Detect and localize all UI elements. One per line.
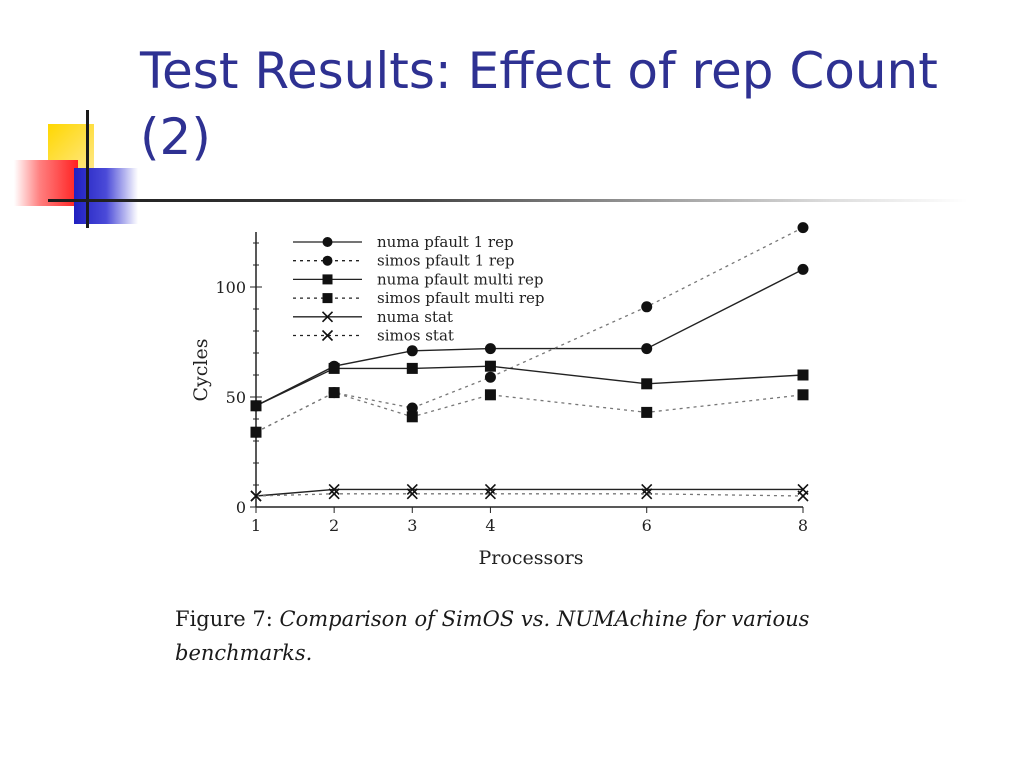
y-axis-label: Cycles — [190, 339, 212, 402]
figure-caption: Figure 7: Comparison of SimOS vs. NUMAch… — [175, 602, 875, 670]
data-point — [641, 488, 653, 500]
legend-label: numa stat — [377, 308, 453, 326]
data-point — [641, 301, 653, 313]
data-point — [641, 483, 653, 495]
data-point — [797, 490, 809, 502]
data-point — [406, 362, 418, 374]
data-point — [641, 343, 653, 355]
series-simos-stat — [250, 488, 809, 502]
legend-label: numa pfault 1 rep — [377, 233, 514, 251]
data-point — [797, 263, 809, 275]
y-tick-label: 100 — [215, 278, 246, 297]
caption-label: Figure 7: — [175, 607, 273, 631]
x-marker-stroke — [328, 488, 340, 500]
x-marker-stroke — [406, 483, 418, 495]
x-tick-label: 6 — [642, 516, 652, 535]
legend-label: simos pfault multi rep — [377, 289, 545, 307]
legend-item: numa pfault multi rep — [293, 270, 544, 288]
legend-item: simos pfault multi rep — [293, 289, 545, 307]
x-tick-label: 4 — [485, 516, 495, 535]
data-point — [484, 371, 496, 383]
series-numa-pfault-multi-rep — [250, 360, 809, 412]
series-simos-pfault-multi-rep — [250, 387, 809, 438]
y-tick-label: 0 — [236, 498, 246, 517]
data-point — [322, 237, 333, 247]
data-point — [641, 378, 653, 390]
x-tick-label: 8 — [798, 516, 808, 535]
x-marker-stroke — [641, 488, 653, 500]
decor-blue-square — [74, 168, 138, 224]
data-point — [484, 360, 496, 372]
data-point — [641, 406, 653, 418]
data-point — [322, 255, 333, 266]
data-point — [797, 369, 809, 381]
data-point — [406, 488, 418, 500]
legend-label: simos stat — [377, 327, 454, 345]
x-tick-label: 3 — [407, 516, 417, 535]
x-marker-stroke — [321, 329, 334, 342]
legend-label: simos pfault 1 rep — [377, 252, 515, 270]
x-marker-stroke — [321, 311, 334, 323]
series-line — [255, 493, 804, 497]
data-point — [406, 483, 418, 495]
legend-item: numa pfault 1 rep — [293, 233, 514, 251]
data-point — [328, 362, 340, 374]
slide-title: Test Results: Effect of rep Count (2) — [140, 42, 938, 166]
chart-series — [250, 222, 809, 502]
x-marker-stroke — [328, 483, 340, 495]
x-marker-stroke — [797, 490, 809, 502]
data-point — [321, 329, 334, 342]
data-point — [322, 274, 333, 285]
data-point — [484, 343, 496, 355]
series-line — [255, 488, 803, 497]
chart-axes: 0 50 100 1 2 3 4 6 8 — [215, 232, 808, 535]
data-point — [797, 222, 809, 234]
data-point — [797, 389, 809, 401]
data-point — [406, 402, 418, 414]
x-axis-label: Processors — [479, 547, 584, 569]
x-marker-stroke — [406, 488, 418, 500]
data-point — [484, 488, 496, 500]
data-point — [484, 483, 496, 495]
series-line — [255, 227, 804, 433]
decor-vertical-line — [86, 110, 89, 228]
data-point — [328, 488, 340, 500]
series-line — [255, 365, 804, 407]
series-line — [255, 391, 804, 433]
series-line — [255, 268, 804, 407]
y-tick-label: 50 — [226, 388, 246, 407]
data-point — [406, 411, 418, 423]
legend-item: numa stat — [293, 308, 453, 326]
legend-label: numa pfault multi rep — [377, 270, 544, 288]
data-point — [322, 293, 333, 304]
x-marker-stroke — [641, 483, 653, 495]
data-point — [406, 345, 418, 357]
legend-item: simos stat — [293, 327, 454, 345]
title-underline — [48, 199, 968, 202]
series-simos-pfault-1-rep — [250, 222, 809, 438]
data-point — [250, 400, 262, 412]
data-point — [321, 311, 334, 323]
data-point — [250, 426, 262, 438]
data-point — [328, 483, 340, 495]
decor-red-square — [14, 160, 78, 206]
legend-item: simos pfault 1 rep — [293, 252, 515, 270]
x-marker-stroke — [250, 490, 262, 502]
x-marker-stroke — [484, 488, 496, 500]
data-point — [484, 389, 496, 401]
x-tick-label: 2 — [329, 516, 339, 535]
x-tick-label: 1 — [251, 516, 261, 535]
data-point — [250, 490, 262, 502]
caption-text: Comparison of SimOS vs. NUMAchine for va… — [175, 607, 810, 665]
data-point — [328, 387, 340, 399]
x-marker-stroke — [484, 483, 496, 495]
